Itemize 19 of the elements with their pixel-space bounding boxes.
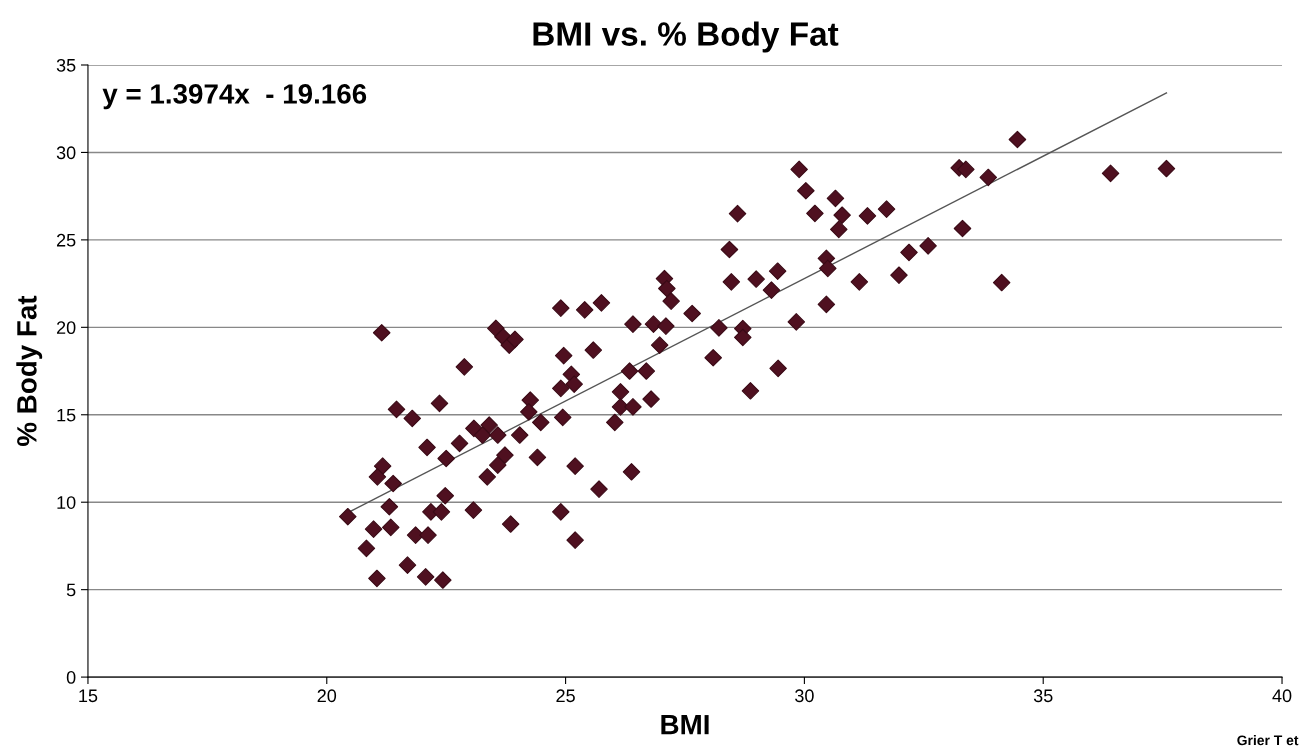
text: Grier T et	[1237, 735, 1299, 746]
x-tick-label: 15	[79, 689, 98, 703]
x-tick-label: 40	[1272, 689, 1292, 703]
y-tick-label: 0	[66, 671, 76, 684]
chart-title: BMI vs. % Body Fat	[533, 21, 839, 53]
y-tick-label: 25	[56, 233, 76, 247]
x-tick-label: 25	[556, 689, 575, 703]
y-tick-label: 30	[56, 146, 76, 160]
y-axis-title: % Body Fat	[16, 295, 43, 446]
y-tick-label: 15	[57, 408, 76, 422]
x-tick-label: 35	[1033, 689, 1053, 703]
y-tick-label: 35	[56, 58, 76, 72]
x-tick-label: 30	[795, 689, 814, 703]
x-axis-title: BMI	[661, 715, 709, 735]
x-tick-label: 20	[317, 689, 337, 703]
y-tick-label: 5	[66, 583, 76, 597]
annotation: y = 1.3974x - 19.166	[102, 84, 367, 110]
y-tick-label: 20	[56, 321, 76, 335]
y-tick-label: 10	[57, 496, 76, 509]
